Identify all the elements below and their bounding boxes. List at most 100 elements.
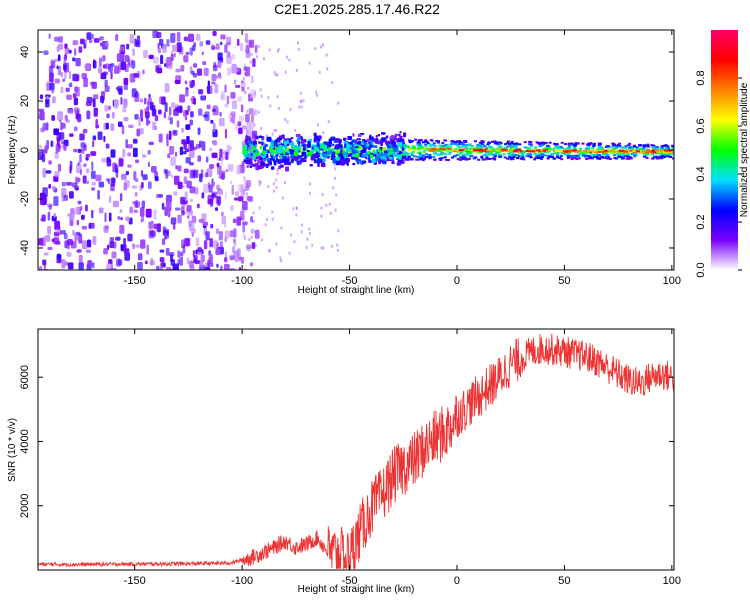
heat-cell <box>116 258 121 267</box>
heat-cell <box>374 156 380 162</box>
heat-cell <box>294 128 297 132</box>
heat-cell <box>603 156 607 159</box>
heat-cell <box>372 145 378 149</box>
heat-cell <box>232 246 235 254</box>
heat-cell <box>208 254 214 264</box>
heat-cell <box>333 140 338 143</box>
heat-cell <box>459 150 463 153</box>
heat-cell <box>98 57 102 68</box>
heat-cell <box>326 67 329 71</box>
heat-cell <box>68 49 72 54</box>
heat-cell <box>143 97 147 105</box>
heat-cell <box>290 137 294 140</box>
spectrogram-x-ticks: -150 -100 -50 0 50 100 <box>124 30 681 287</box>
heat-cell-core <box>447 148 451 151</box>
heat-cell <box>134 178 139 183</box>
heat-cell <box>219 148 223 158</box>
heat-cell <box>224 44 228 53</box>
heat-cell-core <box>632 150 640 153</box>
heat-cell <box>332 143 335 146</box>
heat-cell <box>626 154 630 157</box>
heat-cell <box>165 247 170 256</box>
heat-cell <box>275 178 278 182</box>
heat-cell <box>175 68 181 73</box>
heat-cell <box>397 142 401 147</box>
heat-cell <box>594 156 598 159</box>
heat-cell <box>86 96 93 103</box>
heat-cell <box>383 150 388 154</box>
heat-cell <box>48 183 52 189</box>
heat-cell <box>322 158 326 163</box>
heat-cell <box>667 147 671 150</box>
heat-cell <box>426 142 430 145</box>
heat-cell <box>573 147 577 150</box>
heat-cell-core <box>496 148 501 151</box>
heat-cell <box>105 143 110 149</box>
heat-cell <box>612 142 616 145</box>
heat-cell <box>199 41 204 47</box>
heat-cell <box>198 89 204 95</box>
heat-cell <box>560 158 564 161</box>
heat-cell <box>132 147 138 158</box>
heat-cell <box>259 157 263 161</box>
heat-cell <box>224 230 230 239</box>
heat-cell <box>43 252 49 256</box>
heat-cell <box>57 111 64 121</box>
heat-cell <box>479 144 483 147</box>
heat-cell-core <box>582 149 590 152</box>
heat-cell <box>628 142 632 145</box>
heat-cell <box>148 93 151 98</box>
heat-cell <box>660 157 664 160</box>
heat-cell <box>365 155 368 160</box>
heat-cell <box>134 201 141 208</box>
heat-cell <box>221 170 226 179</box>
heat-cell <box>284 144 288 150</box>
heat-cell <box>243 236 246 240</box>
heat-cell <box>301 223 304 227</box>
heat-cell <box>134 114 139 120</box>
heat-cell <box>77 200 82 205</box>
heat-cell <box>180 64 185 72</box>
heat-cell <box>103 122 107 130</box>
heat-cell <box>571 144 575 147</box>
heat-cell <box>259 145 262 150</box>
heat-cell <box>507 142 511 145</box>
heat-cell <box>215 43 220 50</box>
heat-cell <box>275 144 279 148</box>
heat-cell <box>107 105 112 111</box>
heat-cell <box>449 146 453 149</box>
heat-cell <box>249 161 253 165</box>
heat-cell <box>144 260 148 265</box>
heat-cell <box>80 205 83 211</box>
heat-cell <box>165 57 172 68</box>
heat-cell <box>47 80 50 88</box>
heat-cell <box>415 158 419 161</box>
heat-cell <box>238 267 242 270</box>
heat-cell <box>450 156 454 159</box>
heat-cell <box>92 236 97 246</box>
heat-cell <box>159 257 165 263</box>
heat-cell <box>242 191 245 195</box>
heat-cell <box>403 132 407 138</box>
heat-cell <box>567 142 571 145</box>
heat-cell <box>232 218 237 224</box>
heat-cell <box>542 154 546 157</box>
heat-cell <box>286 120 289 124</box>
heat-cell <box>127 144 133 149</box>
heat-cell <box>181 127 184 133</box>
heat-cell <box>542 142 546 145</box>
heat-cell <box>287 158 290 163</box>
heat-cell <box>85 168 90 174</box>
heat-cell <box>183 168 189 174</box>
heat-cell <box>289 149 295 155</box>
heat-cell <box>201 192 205 199</box>
heat-cell <box>75 235 79 241</box>
heat-cell <box>191 215 197 223</box>
heat-cell <box>142 174 148 181</box>
heat-cell <box>38 145 43 149</box>
heat-cell <box>224 251 228 256</box>
heat-cell <box>380 132 386 135</box>
heat-cell <box>40 127 45 133</box>
heat-cell <box>336 248 339 252</box>
heat-cell <box>639 147 643 150</box>
